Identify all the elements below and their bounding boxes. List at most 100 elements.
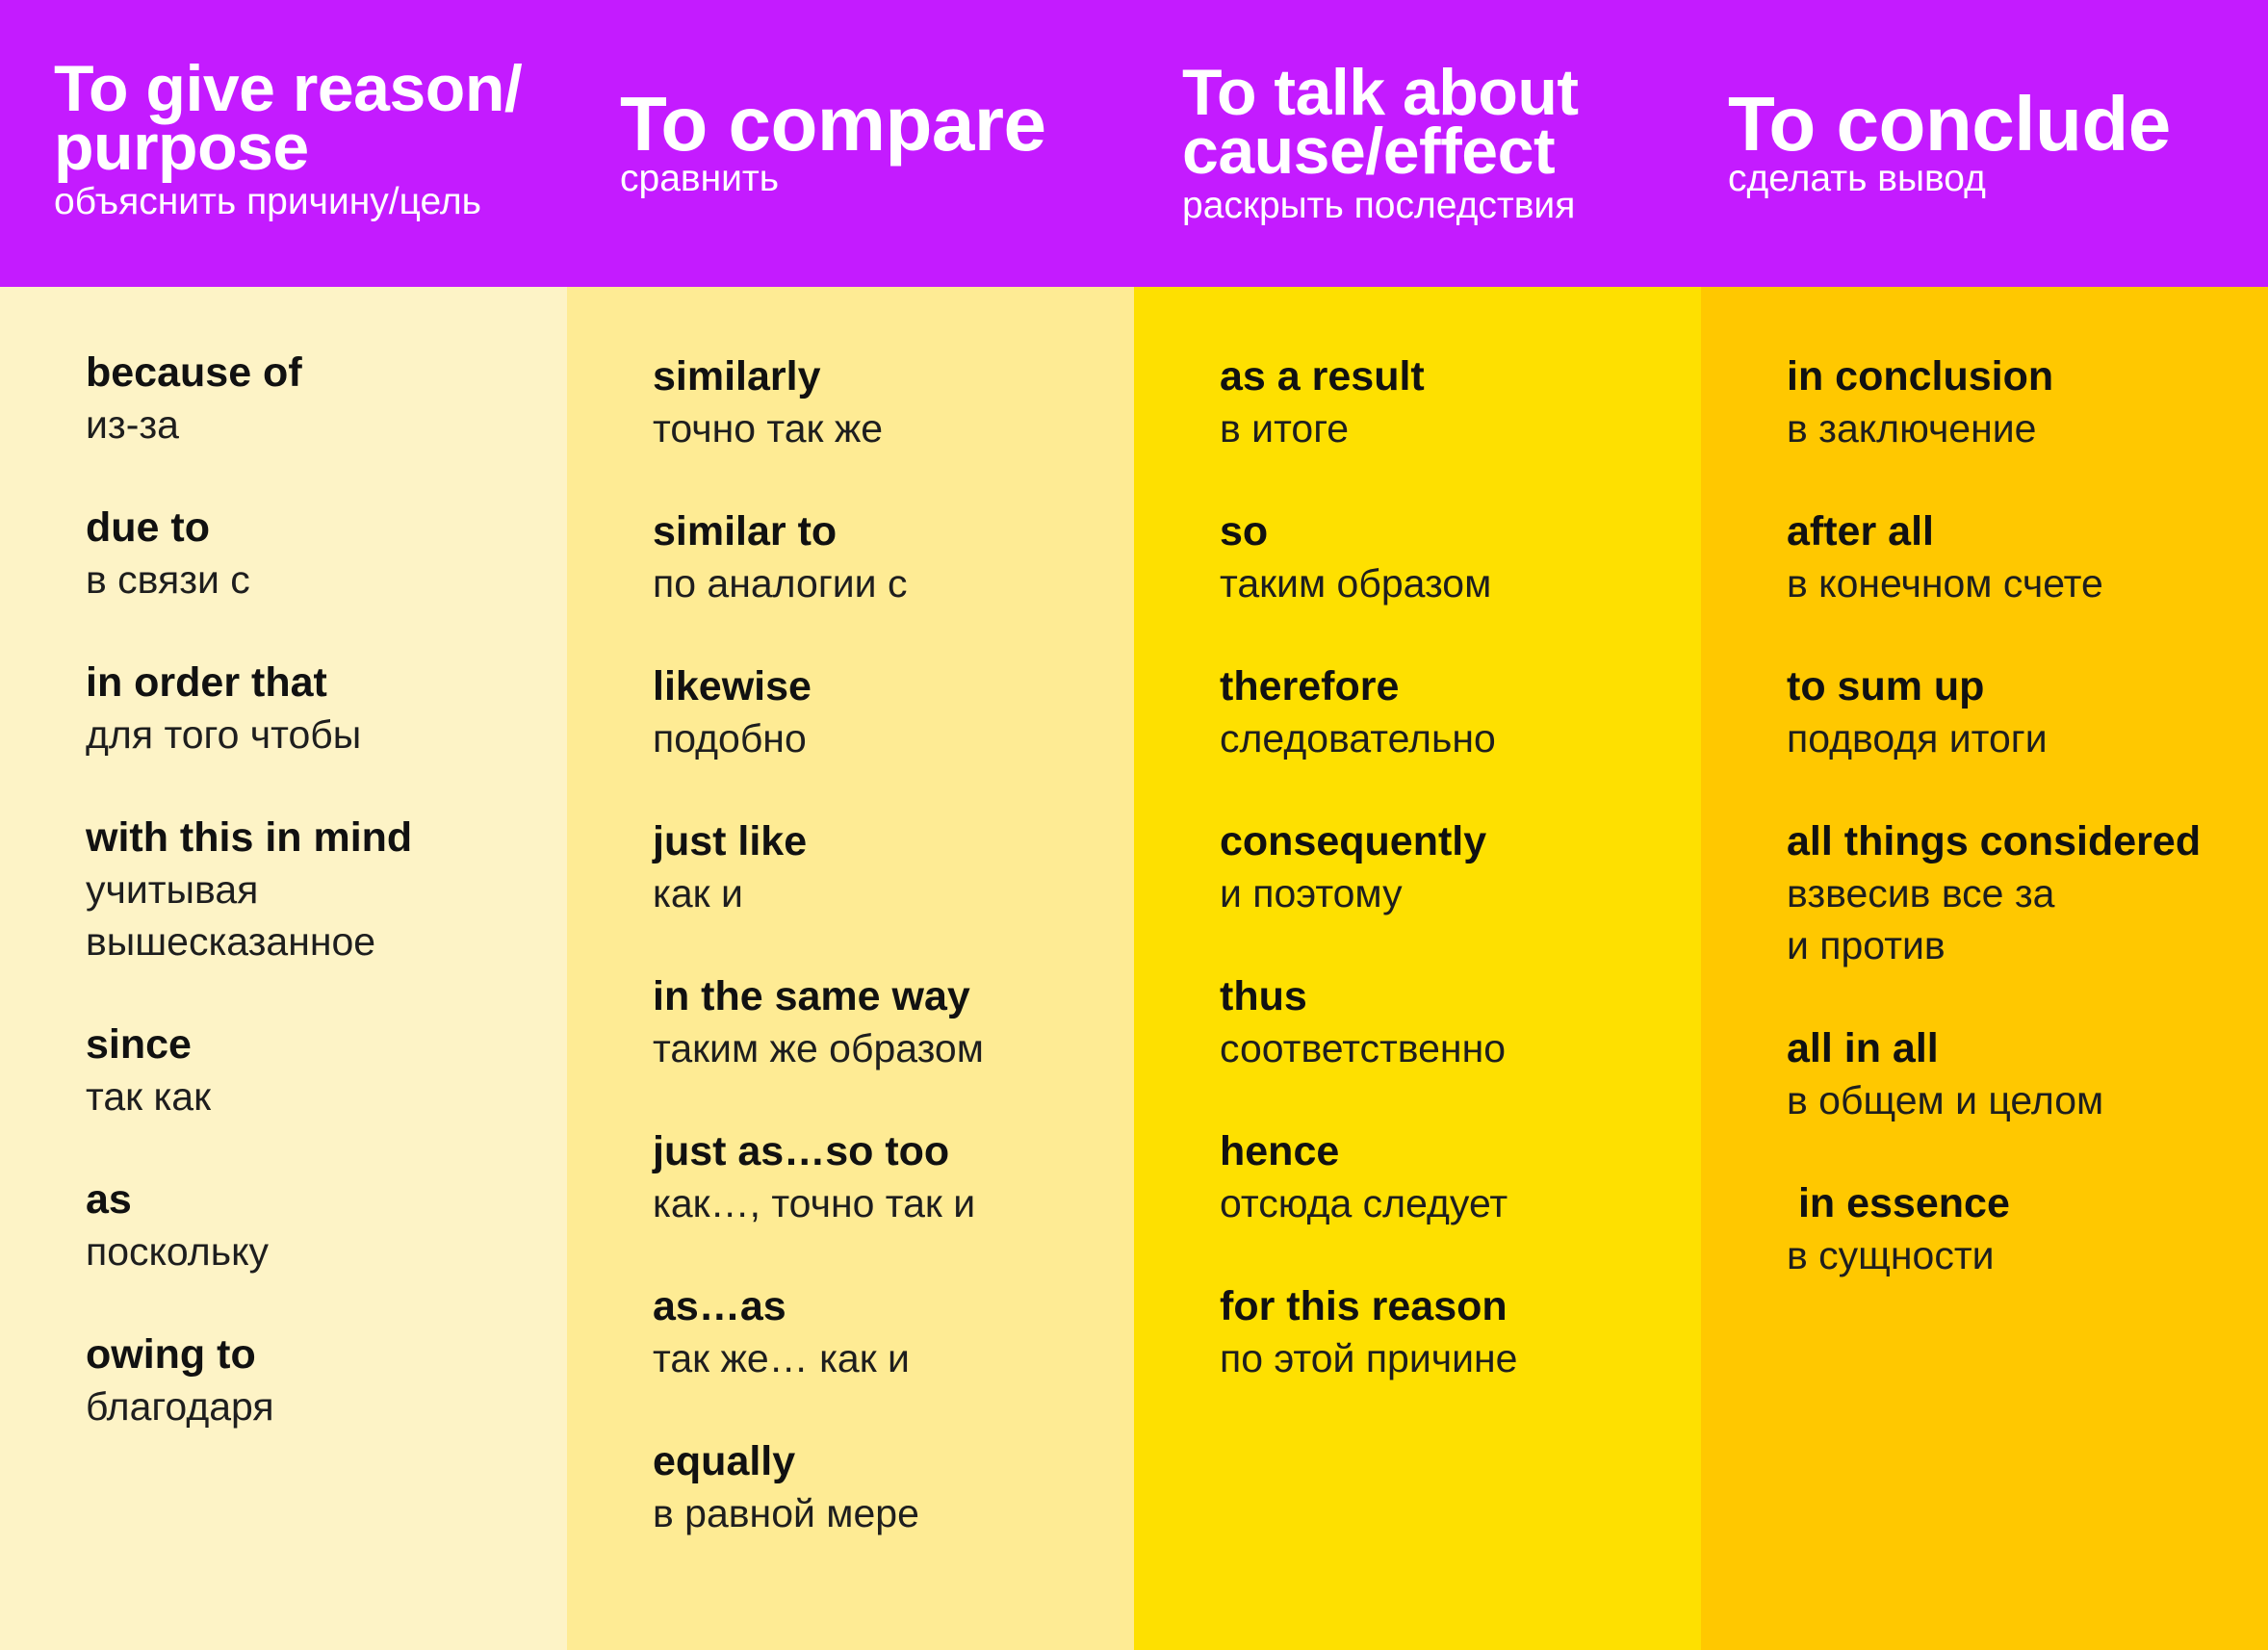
phrase-ru: по аналогии с xyxy=(653,561,908,606)
phrase-ru: как…, точно так и xyxy=(653,1181,976,1225)
list-item: similarly точно так же xyxy=(653,350,1134,454)
list-item: just as…so too как…, точно так и xyxy=(653,1125,1134,1229)
phrase-en: since xyxy=(86,1021,192,1068)
header-title: To talk about cause/effect xyxy=(1182,56,1579,188)
phrase-ru: так же… как и xyxy=(653,1336,910,1380)
phrase-en: all things considered xyxy=(1787,818,2202,864)
list-item: equally в равной мере xyxy=(653,1435,1134,1539)
phrase-en: in order that xyxy=(86,659,327,706)
header-subtitle: объяснить причину/цель xyxy=(54,181,482,222)
list-item: owing to благодаря xyxy=(86,1328,567,1432)
phrase-en: in the same way xyxy=(653,973,970,1019)
list-item: after all в конечном счете xyxy=(1787,505,2268,609)
phrase-en: with this in mind xyxy=(86,814,413,861)
phrase-ru: по этой причине xyxy=(1220,1336,1518,1380)
list-item: just like как и xyxy=(653,815,1134,919)
list-item: for this reason по этой причине xyxy=(1220,1280,1701,1384)
phrase-en: equally xyxy=(653,1438,796,1484)
header-bar: To give reason/ purpose объяснить причин… xyxy=(0,0,2268,287)
list-item: since так как xyxy=(86,1018,567,1122)
list-item: all things considered взвесив все за и п… xyxy=(1787,815,2268,971)
header-cause-effect: To talk about cause/effect раскрыть посл… xyxy=(1182,56,1579,229)
phrase-ru: вышесказанное xyxy=(86,919,376,964)
phrase-ru: и поэтому xyxy=(1220,871,1403,915)
phrase-en: hence xyxy=(1220,1128,1340,1174)
phrase-ru: для того чтобы xyxy=(86,712,362,757)
phrase-en: just as…so too xyxy=(653,1128,950,1174)
phrase-ru: отсюда следует xyxy=(1220,1181,1508,1225)
phrase-ru: в сущности xyxy=(1787,1233,1995,1277)
phrase-list: similarly точно так же similar to по ана… xyxy=(653,350,1134,1590)
list-item: with this in mind учитывая вышесказанное xyxy=(86,812,567,967)
phrase-ru: следовательно xyxy=(1220,716,1496,761)
phrase-en: owing to xyxy=(86,1331,256,1378)
phrase-ru: в конечном счете xyxy=(1787,561,2103,606)
header-title-line: cause/effect xyxy=(1182,115,1556,188)
header-title: To conclude xyxy=(1728,81,2171,167)
list-item: as a result в итоге xyxy=(1220,350,1701,454)
column-conclude: in conclusion в заключение after all в к… xyxy=(1701,287,2268,1650)
phrase-en: thus xyxy=(1220,973,1307,1019)
phrase-en: to sum up xyxy=(1787,663,1985,709)
phrase-ru: как и xyxy=(653,871,743,915)
phrase-en: as…as xyxy=(653,1283,786,1329)
header-title-line: To give reason/ xyxy=(54,52,523,125)
header-title-line: To talk about xyxy=(1182,56,1579,129)
column-reason: because of из-за due to в связи с in ord… xyxy=(0,287,567,1650)
list-item: all in all в общем и целом xyxy=(1787,1022,2268,1126)
phrase-ru: учитывая xyxy=(86,867,259,912)
list-item: in the same way таким же образом xyxy=(653,970,1134,1074)
list-item: similar to по аналогии с xyxy=(653,505,1134,609)
phrase-ru: подводя итоги xyxy=(1787,716,2048,761)
header-subtitle: сравнить xyxy=(620,158,780,199)
list-item: in conclusion в заключение xyxy=(1787,350,2268,454)
phrase-en: because of xyxy=(86,349,302,396)
phrase-en: so xyxy=(1220,508,1269,554)
phrase-ru: так как xyxy=(86,1074,212,1119)
header-subtitle: сделать вывод xyxy=(1728,158,1986,199)
phrase-en: as xyxy=(86,1176,132,1223)
list-item: hence отсюда следует xyxy=(1220,1125,1701,1229)
phrase-ru: благодаря xyxy=(86,1384,274,1429)
phrase-en: all in all xyxy=(1787,1025,1939,1071)
phrase-en: just like xyxy=(653,818,808,864)
list-item: in essence в сущности xyxy=(1787,1177,2268,1281)
header-reason: To give reason/ purpose объяснить причин… xyxy=(54,52,523,225)
list-item: consequently и поэтому xyxy=(1220,815,1701,919)
header-conclude: To conclude сделать вывод xyxy=(1728,81,2171,202)
header-title: To compare xyxy=(620,81,1046,167)
phrase-ru: в равной мере xyxy=(653,1491,919,1535)
phrase-en: consequently xyxy=(1220,818,1487,864)
phrase-en: therefore xyxy=(1220,663,1400,709)
list-item: to sum up подводя итоги xyxy=(1787,660,2268,764)
list-item: so таким образом xyxy=(1220,505,1701,609)
list-item: as…as так же… как и xyxy=(653,1280,1134,1384)
phrase-ru: поскольку xyxy=(86,1229,269,1274)
list-item: therefore следовательно xyxy=(1220,660,1701,764)
phrase-ru: в заключение xyxy=(1787,406,2037,451)
phrase-ru: таким же образом xyxy=(653,1026,984,1070)
phrase-ru: соответственно xyxy=(1220,1026,1507,1070)
phrase-ru: взвесив все за xyxy=(1787,871,2055,915)
list-item: in order that для того чтобы xyxy=(86,657,567,761)
phrase-ru: из-за xyxy=(86,402,179,447)
phrase-en: similar to xyxy=(653,508,838,554)
header-title-line: purpose xyxy=(54,111,309,184)
phrase-en: likewise xyxy=(653,663,812,709)
list-item: because of из-за xyxy=(86,347,567,451)
column-compare: similarly точно так же similar to по ана… xyxy=(567,287,1134,1650)
phrase-ru: в итоге xyxy=(1220,406,1350,451)
phrase-ru: в общем и целом xyxy=(1787,1078,2104,1122)
phrase-en: for this reason xyxy=(1220,1283,1508,1329)
header-compare: To compare сравнить xyxy=(620,81,1046,202)
phrase-ru: таким образом xyxy=(1220,561,1492,606)
phrase-ru: подобно xyxy=(653,716,807,761)
phrase-ru: в связи с xyxy=(86,557,250,602)
column-cause-effect: as a result в итоге so таким образом the… xyxy=(1134,287,1701,1650)
phrase-en: in conclusion xyxy=(1787,353,2054,400)
phrase-en: after all xyxy=(1787,508,1934,554)
list-item: likewise подобно xyxy=(653,660,1134,764)
phrase-en: in essence xyxy=(1787,1180,2010,1226)
phrase-ru: и против xyxy=(1787,923,1946,967)
header-title: To give reason/ purpose xyxy=(54,52,523,184)
